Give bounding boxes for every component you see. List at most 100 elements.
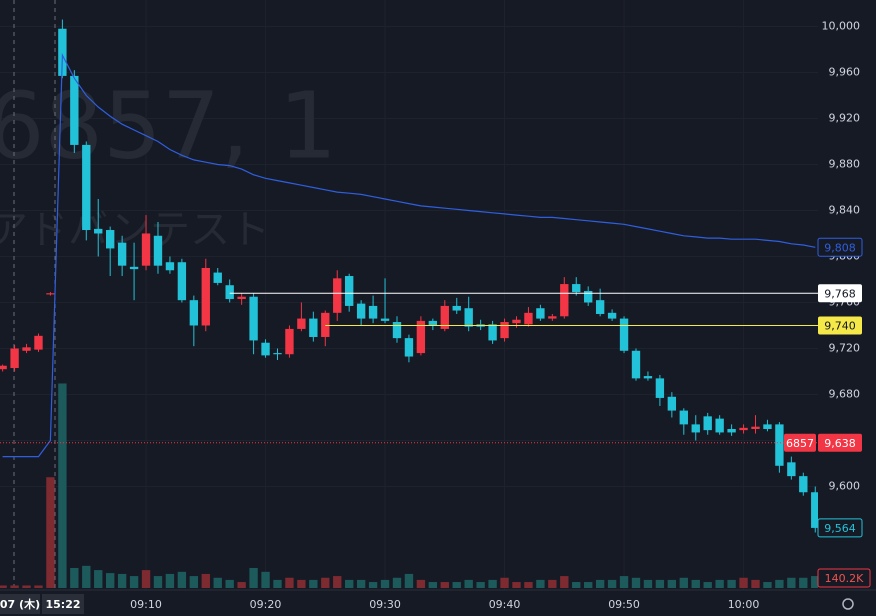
volume-bar <box>727 579 736 588</box>
volume-bar <box>643 579 653 588</box>
candle-body <box>667 396 677 411</box>
candle-body <box>703 416 712 431</box>
candle-body <box>464 308 473 327</box>
volume-bar <box>512 582 521 588</box>
axes: 10,0009,9609,9209,8809,8409,8009,7609,72… <box>130 19 871 611</box>
candle-body <box>34 335 43 350</box>
volume-bar <box>333 576 342 588</box>
volume-bar <box>82 565 91 588</box>
candle-body <box>715 418 724 433</box>
candle-body <box>273 353 282 355</box>
candle-body <box>655 378 665 398</box>
volume-bar <box>10 585 19 588</box>
candle-body <box>775 424 784 466</box>
candle-body <box>572 284 581 293</box>
volume-bar <box>452 582 461 588</box>
volume-last-label-bg <box>817 568 871 588</box>
candle-body <box>201 267 210 326</box>
volume-bar <box>297 579 306 588</box>
candle-body <box>691 424 700 433</box>
candle-body <box>10 348 19 369</box>
volume-bar <box>345 579 354 588</box>
plot <box>0 19 820 588</box>
candle-body <box>560 284 569 317</box>
candle-body <box>607 312 617 319</box>
candle-body <box>321 312 330 337</box>
volume-bar <box>165 573 175 588</box>
volume-bar <box>811 576 820 588</box>
volume-bar <box>261 571 270 588</box>
x-tick-label: 09:20 <box>250 598 282 611</box>
candle-body <box>237 296 246 300</box>
volume-bar <box>117 573 127 588</box>
volume-bar <box>225 579 234 588</box>
candle-body <box>679 410 688 425</box>
volume-last-label: 140.2K <box>825 572 864 585</box>
candle-body <box>595 300 605 314</box>
volume-bar <box>799 577 808 588</box>
volume-bar <box>273 579 282 588</box>
volume-bar <box>70 567 79 588</box>
volume-bar <box>380 579 390 588</box>
settings-icon[interactable] <box>842 598 854 610</box>
volume-bar <box>739 577 748 588</box>
volume-bar <box>500 577 509 588</box>
volume-bar <box>524 582 533 588</box>
candle-body <box>82 144 91 231</box>
candle-body <box>22 347 31 351</box>
volume-bar <box>392 577 402 588</box>
x-tick-label: 10:00 <box>728 598 760 611</box>
last-price-symbol-bg <box>784 433 816 452</box>
y-tick-label: 9,960 <box>829 65 861 78</box>
volume-bar <box>177 571 187 588</box>
candle-body <box>70 75 79 145</box>
candle-body <box>751 426 760 429</box>
volume-bar <box>751 579 760 588</box>
candle-body <box>189 300 199 326</box>
level-label: 9,740 <box>824 319 856 332</box>
candle-body <box>94 228 103 234</box>
candle-body <box>416 320 426 354</box>
volume-bar <box>58 383 67 588</box>
candle-body <box>619 318 629 351</box>
candle-body <box>117 242 127 266</box>
date-label-bg <box>0 594 40 614</box>
candle-body <box>811 492 820 528</box>
x-tick-label: 09:10 <box>130 598 162 611</box>
volume-bar <box>679 577 688 588</box>
volume-bar <box>404 573 414 588</box>
candle-body <box>141 233 151 266</box>
candle-body <box>225 285 234 300</box>
candle-body <box>129 266 139 270</box>
y-tick-label: 10,000 <box>822 19 861 32</box>
candle-body <box>392 322 402 339</box>
last-price-symbol: 6857 <box>786 437 814 450</box>
candle-body <box>500 322 509 339</box>
volume-bar <box>464 579 473 588</box>
candle-body <box>368 305 378 319</box>
candle-body <box>763 424 772 429</box>
candle-body <box>309 318 318 337</box>
candle-body <box>631 350 641 379</box>
candle-body <box>165 262 175 271</box>
level-label-bg <box>818 284 862 303</box>
candle-body <box>727 428 736 433</box>
volume-bar <box>368 582 378 588</box>
candle-body <box>643 376 653 379</box>
candle-body <box>153 235 163 266</box>
candle-body <box>548 316 557 319</box>
volume-bar <box>476 582 485 588</box>
volume-bar <box>356 579 366 588</box>
candle-body <box>739 427 748 431</box>
candle-body <box>58 28 67 76</box>
volume-bar <box>309 579 318 588</box>
candle-body <box>512 319 521 324</box>
candle-body <box>333 278 342 313</box>
level-label: 9,768 <box>824 287 856 300</box>
volume-bar <box>715 579 724 588</box>
candle-body <box>440 305 449 329</box>
candle-body <box>428 320 438 326</box>
candle-body <box>356 303 366 319</box>
candle-body <box>345 276 354 306</box>
volume-bar <box>105 573 115 588</box>
